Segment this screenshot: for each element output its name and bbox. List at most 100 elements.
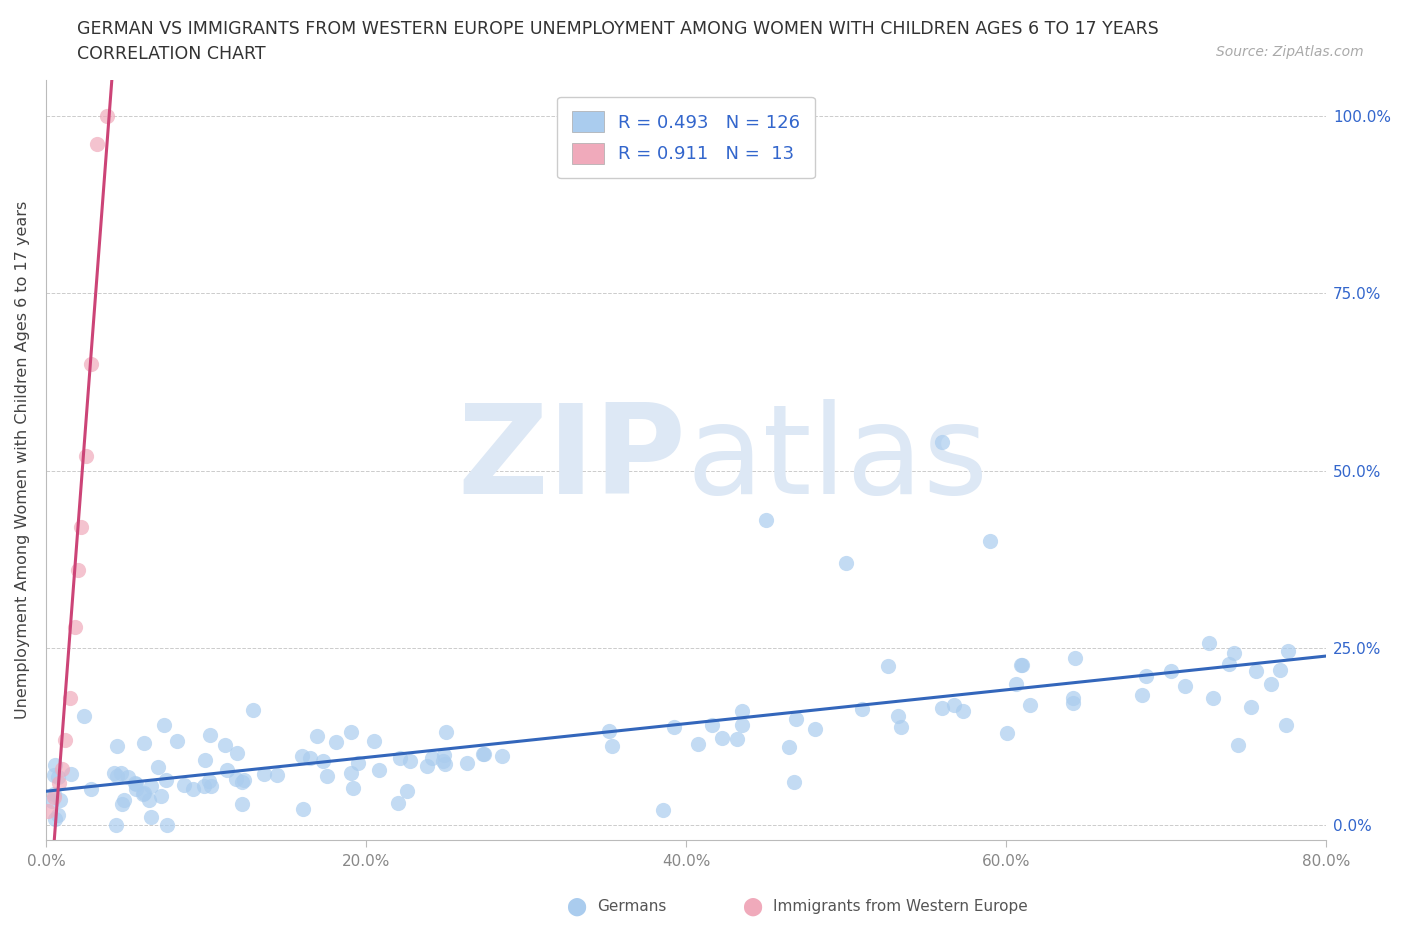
Point bbox=[652, 803, 675, 817]
Point bbox=[952, 703, 974, 718]
Point bbox=[305, 729, 328, 744]
Point bbox=[731, 718, 754, 733]
Point bbox=[456, 755, 478, 770]
Point bbox=[943, 698, 966, 712]
Point bbox=[662, 720, 685, 735]
Point bbox=[1011, 658, 1033, 672]
Point bbox=[785, 711, 807, 726]
Point bbox=[44, 811, 66, 826]
Point bbox=[1240, 699, 1263, 714]
Point bbox=[46, 808, 69, 823]
Point bbox=[363, 733, 385, 748]
Point bbox=[225, 772, 247, 787]
Point bbox=[1160, 664, 1182, 679]
Point bbox=[1130, 688, 1153, 703]
Point bbox=[200, 779, 222, 794]
Point bbox=[125, 782, 148, 797]
Point bbox=[194, 753, 217, 768]
Point bbox=[432, 753, 454, 768]
Point bbox=[181, 781, 204, 796]
Point bbox=[42, 790, 65, 804]
Point bbox=[44, 786, 66, 801]
Point bbox=[389, 751, 412, 765]
Point bbox=[48, 776, 70, 790]
Point bbox=[51, 761, 73, 776]
Point bbox=[73, 709, 96, 724]
Point bbox=[217, 762, 239, 777]
Point bbox=[387, 795, 409, 810]
Point bbox=[755, 512, 778, 527]
Point bbox=[1202, 690, 1225, 705]
Text: GERMAN VS IMMIGRANTS FROM WESTERN EUROPE UNEMPLOYMENT AMONG WOMEN WITH CHILDREN : GERMAN VS IMMIGRANTS FROM WESTERN EUROPE… bbox=[77, 20, 1159, 38]
Point bbox=[231, 775, 253, 790]
Point bbox=[783, 775, 806, 790]
Point bbox=[226, 746, 249, 761]
Point bbox=[111, 796, 134, 811]
Point bbox=[1062, 696, 1084, 711]
Text: Germans: Germans bbox=[598, 899, 666, 914]
Text: atlas: atlas bbox=[686, 399, 988, 521]
Point bbox=[472, 747, 495, 762]
Point bbox=[395, 784, 418, 799]
Point bbox=[835, 555, 858, 570]
Point bbox=[266, 768, 288, 783]
Point bbox=[367, 763, 389, 777]
Point bbox=[138, 792, 160, 807]
Point bbox=[104, 818, 127, 833]
Point bbox=[59, 690, 82, 705]
Point bbox=[86, 137, 108, 152]
Point bbox=[44, 767, 66, 782]
Point bbox=[1222, 645, 1244, 660]
Point bbox=[44, 757, 66, 772]
Point bbox=[46, 769, 69, 784]
Point bbox=[41, 793, 63, 808]
Point bbox=[312, 753, 335, 768]
Point bbox=[1135, 669, 1157, 684]
Point bbox=[173, 777, 195, 792]
Point bbox=[155, 772, 177, 787]
Point bbox=[1268, 662, 1291, 677]
Point bbox=[105, 738, 128, 753]
Point bbox=[1260, 677, 1282, 692]
Point bbox=[598, 724, 620, 738]
Point bbox=[399, 753, 422, 768]
Point bbox=[150, 789, 173, 804]
Text: ⬤: ⬤ bbox=[742, 897, 762, 916]
Point bbox=[472, 747, 495, 762]
Point bbox=[231, 796, 253, 811]
Text: Source: ZipAtlas.com: Source: ZipAtlas.com bbox=[1216, 45, 1364, 59]
Text: CORRELATION CHART: CORRELATION CHART bbox=[77, 45, 266, 62]
Point bbox=[710, 731, 733, 746]
Point bbox=[931, 434, 953, 449]
Point bbox=[1198, 636, 1220, 651]
Point bbox=[153, 717, 176, 732]
Point bbox=[1244, 663, 1267, 678]
Point bbox=[491, 749, 513, 764]
Point bbox=[890, 719, 912, 734]
Point bbox=[979, 534, 1001, 549]
Point bbox=[155, 818, 177, 833]
Point bbox=[600, 738, 623, 753]
Point bbox=[851, 702, 873, 717]
Point bbox=[700, 717, 723, 732]
Point bbox=[80, 356, 103, 371]
Point bbox=[725, 732, 748, 747]
Point bbox=[688, 737, 710, 751]
Point bbox=[995, 725, 1018, 740]
Point bbox=[70, 520, 93, 535]
Point bbox=[132, 785, 155, 800]
Point bbox=[132, 736, 155, 751]
Text: ZIP: ZIP bbox=[457, 399, 686, 521]
Point bbox=[1010, 658, 1032, 672]
Point bbox=[141, 779, 163, 794]
Point bbox=[434, 757, 457, 772]
Point bbox=[66, 563, 89, 578]
Point bbox=[63, 619, 86, 634]
Point bbox=[253, 766, 276, 781]
Point bbox=[1064, 651, 1087, 666]
Point bbox=[1227, 738, 1250, 753]
Point bbox=[1275, 718, 1298, 733]
Point bbox=[132, 787, 155, 802]
Point bbox=[1019, 698, 1042, 712]
Point bbox=[105, 768, 128, 783]
